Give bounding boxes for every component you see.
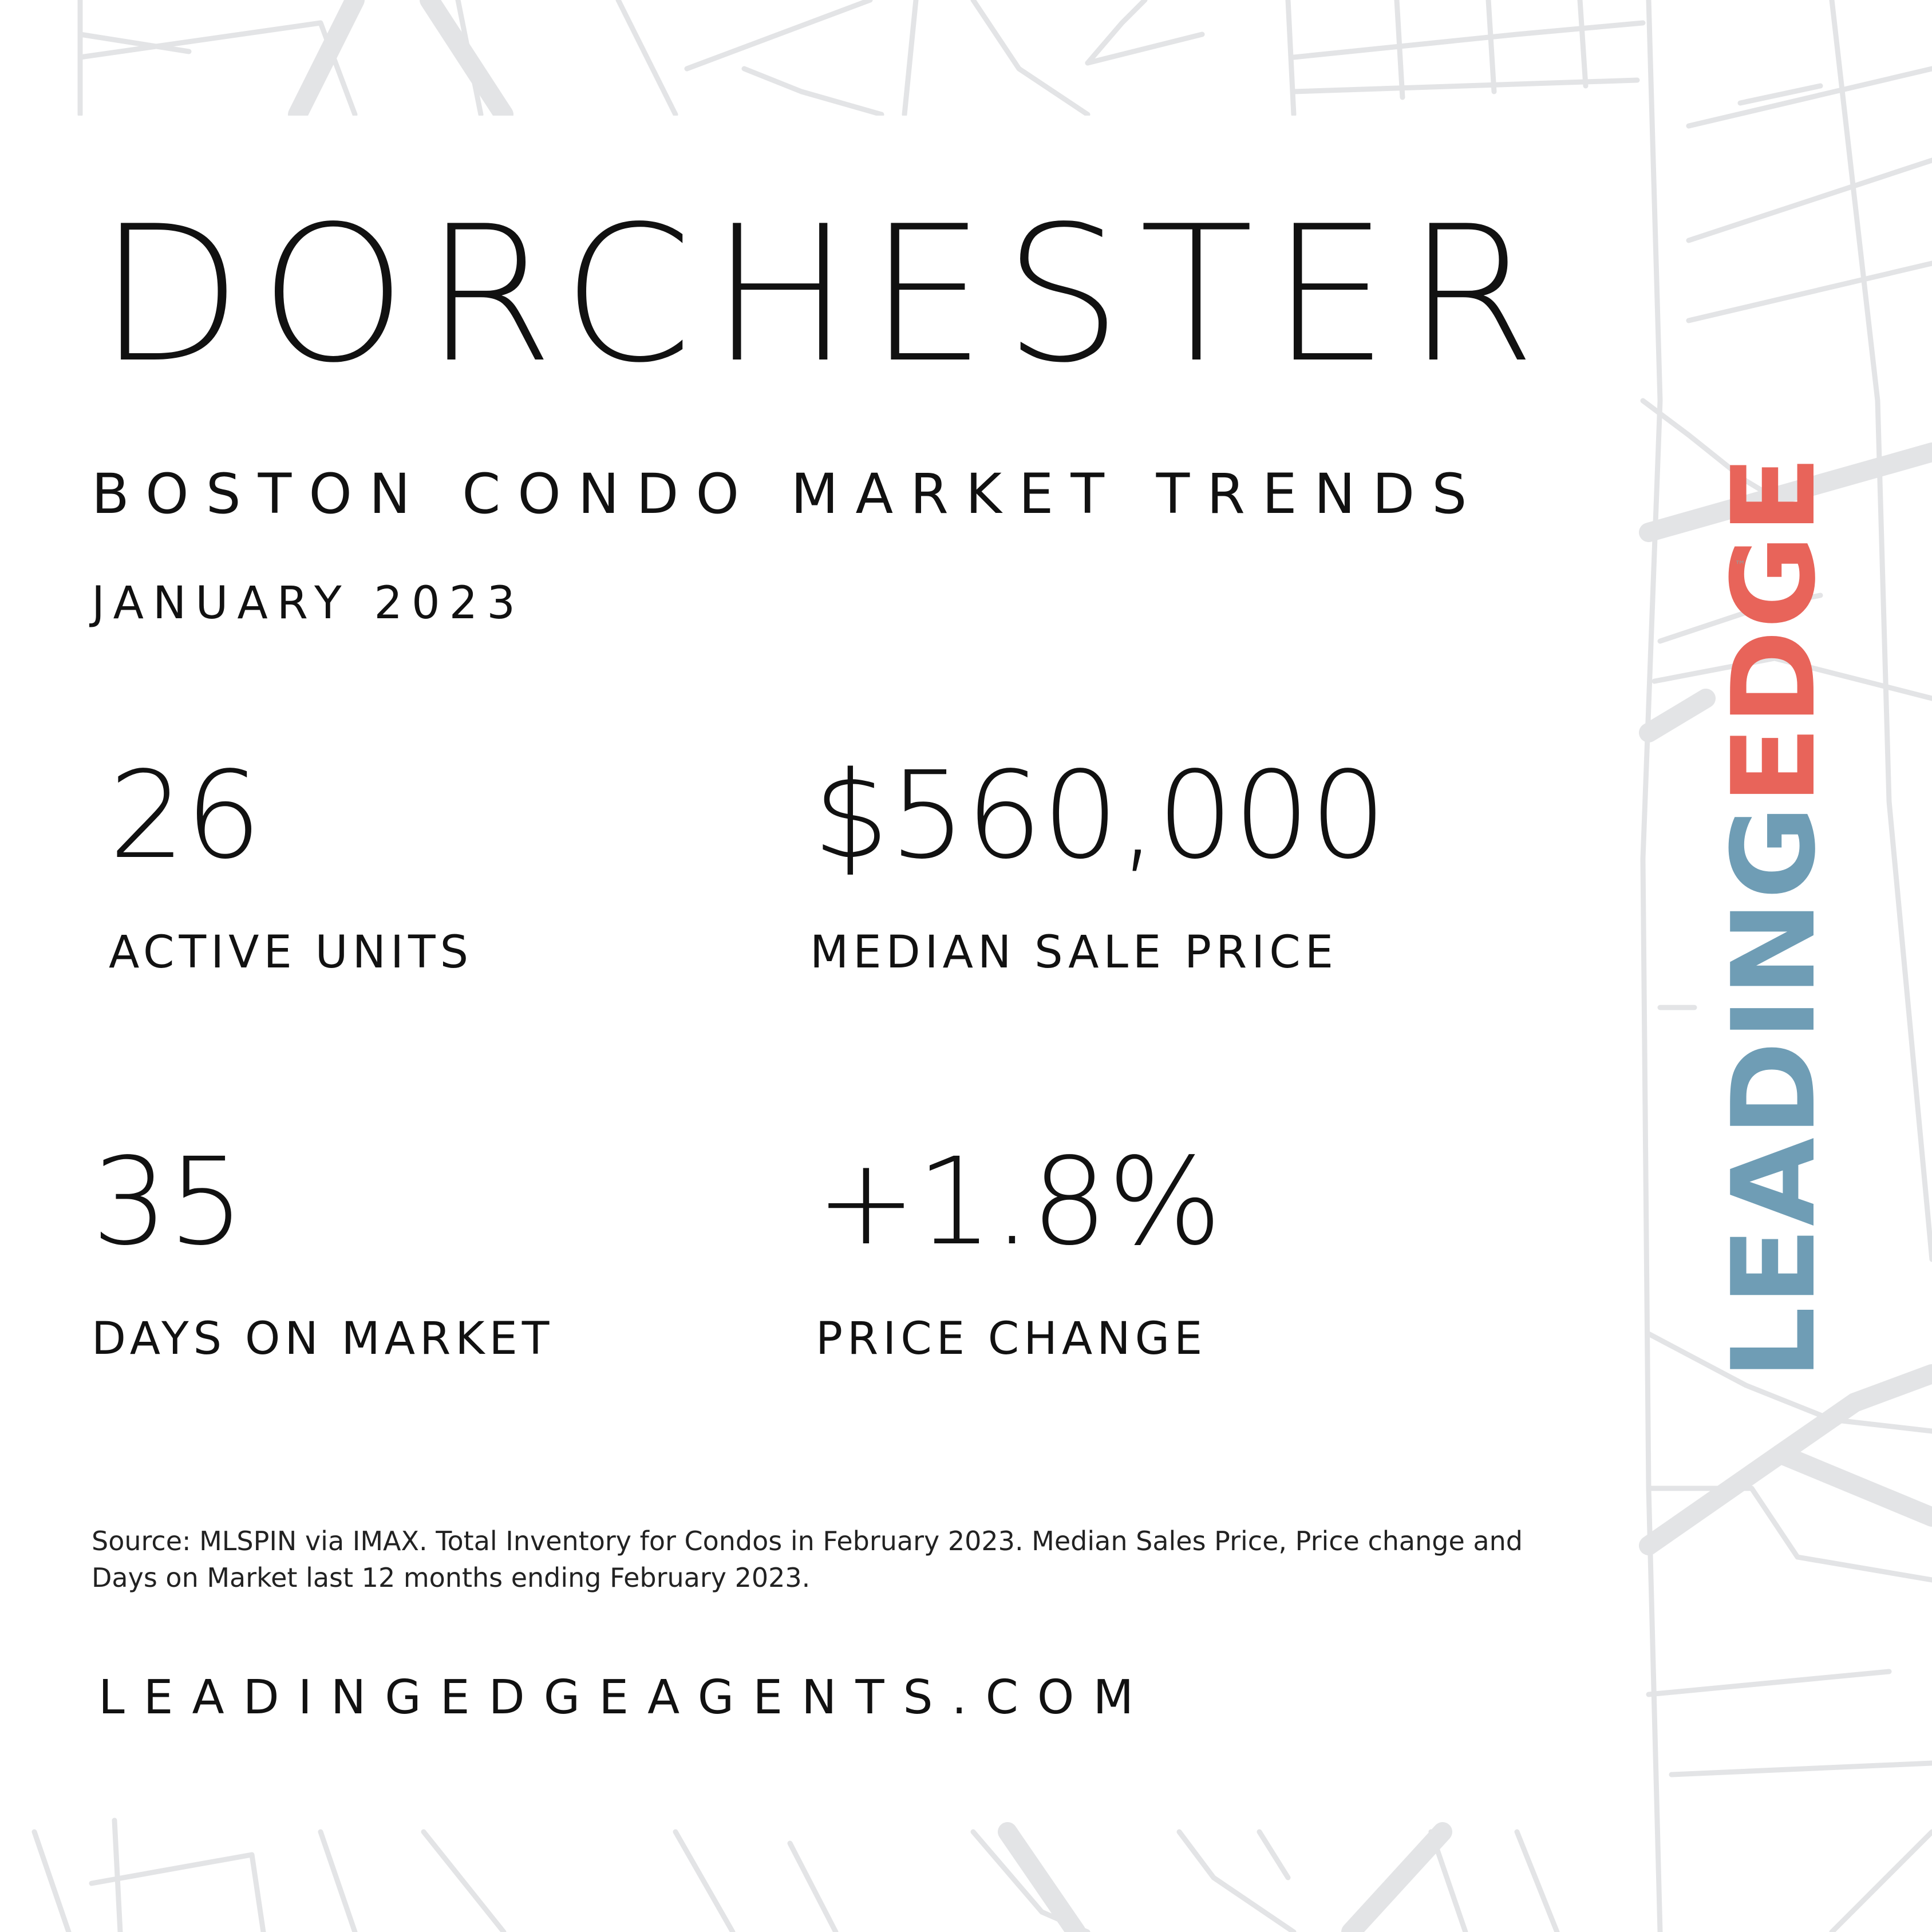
- active-units-value: 26: [109, 745, 262, 886]
- trademark-symbol: ™: [1735, 558, 1746, 572]
- page-title: DORCHESTER: [97, 185, 1553, 405]
- median-sale-price-value: $560,000: [813, 745, 1387, 886]
- report-date: JANUARY 2023: [92, 578, 524, 629]
- content-panel: [74, 116, 1637, 1815]
- subtitle: BOSTON CONDO MARKET TRENDS: [92, 462, 1484, 526]
- active-units-label: ACTIVE UNITS: [109, 927, 473, 978]
- price-change-label: PRICE CHANGE: [816, 1313, 1207, 1365]
- website-link[interactable]: LEADINGEDGEAGENTS.COM: [98, 1670, 1153, 1725]
- source-note: Source: MLSPIN via IMAX. Total Inventory…: [92, 1526, 1523, 1593]
- logo-edge-text: EDGE: [1708, 454, 1841, 805]
- price-change-value: +1.8%: [816, 1132, 1222, 1272]
- logo-leading-text: LEADING: [1708, 804, 1841, 1380]
- days-on-market-label: DAYS ON MARKET: [92, 1313, 554, 1365]
- median-sale-price-label: MEDIAN SALE PRICE: [810, 927, 1338, 978]
- leading-edge-logo: LEADINGEDGE: [1708, 455, 1841, 1380]
- days-on-market-value: 35: [92, 1132, 245, 1272]
